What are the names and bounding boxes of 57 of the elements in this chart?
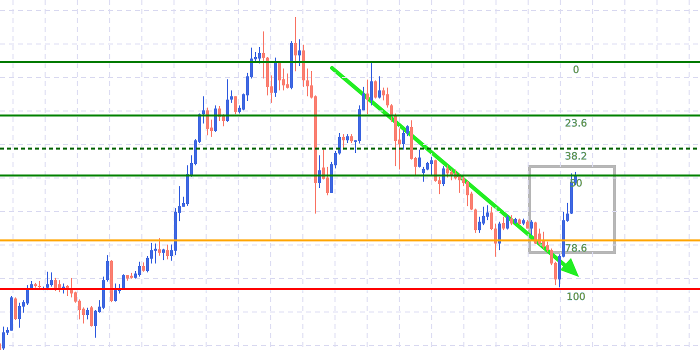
candlestick — [402, 130, 405, 150]
candlestick — [418, 149, 421, 168]
candlestick — [230, 90, 233, 104]
candlestick — [234, 96, 237, 115]
candlestick — [498, 221, 501, 251]
candlestick — [226, 78, 229, 122]
candlestick — [138, 261, 141, 278]
candlestick — [142, 262, 145, 272]
candlestick — [374, 80, 377, 100]
candlestick — [546, 241, 549, 252]
candlestick — [154, 243, 157, 264]
candlestick — [422, 166, 425, 182]
candlestick — [366, 79, 369, 115]
candlestick — [202, 96, 205, 124]
candlestick — [258, 46, 261, 64]
candlestick — [378, 76, 381, 100]
candlestick — [326, 166, 329, 196]
candlestick — [298, 38, 301, 67]
candlestick — [430, 156, 433, 176]
candlestick — [370, 62, 373, 106]
candlestick — [446, 164, 449, 178]
candlestick — [386, 87, 389, 108]
candlestick — [342, 134, 345, 150]
candlestick — [86, 307, 89, 320]
candlestick — [162, 248, 165, 261]
candlestick — [90, 305, 93, 328]
candlestick — [530, 220, 533, 236]
candlestick — [14, 296, 17, 321]
candlestick — [306, 68, 309, 97]
candlestick — [294, 16, 297, 72]
candlestick — [390, 104, 393, 122]
candlestick — [94, 310, 97, 338]
candlestick — [478, 216, 481, 234]
candlestick — [50, 272, 53, 288]
candlestick — [158, 238, 161, 256]
candlestick — [466, 180, 469, 207]
candlestick — [26, 284, 29, 306]
candlestick — [482, 206, 485, 226]
candlestick — [214, 104, 217, 132]
candlestick — [510, 214, 513, 226]
candlestick — [474, 208, 477, 234]
candlestick — [114, 282, 117, 302]
candlestick — [434, 159, 437, 182]
candlestick — [18, 302, 21, 328]
candlestick — [166, 244, 169, 260]
candlestick — [106, 254, 109, 282]
candlestick — [506, 214, 509, 230]
ref-line-label: 100 — [566, 292, 586, 303]
candlestick — [278, 61, 281, 91]
ref-line-label: 78.6 — [564, 243, 588, 254]
ref-line-label: 0 — [572, 64, 580, 76]
ref-line-label: 23.6 — [564, 118, 588, 130]
candlestick — [286, 73, 289, 90]
ref-line-label: 38.2 — [564, 152, 588, 163]
candlestick — [502, 216, 505, 231]
candlestick — [2, 326, 5, 350]
candlestick — [486, 204, 489, 221]
